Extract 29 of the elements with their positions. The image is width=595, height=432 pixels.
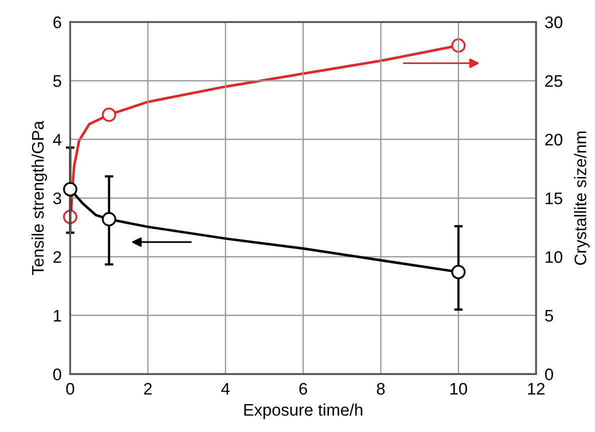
x-tick-label: 0 — [66, 382, 74, 395]
x-tick-label: 10 — [450, 382, 468, 395]
y-tick-label: 4 — [52, 134, 62, 146]
y-tick-label: 1 — [54, 310, 62, 322]
x-tick-label: 12 — [528, 382, 545, 395]
x-tick-label: 4 — [221, 383, 230, 395]
y-tick-label: 6 — [53, 16, 62, 28]
y2-tick-label: 10 — [546, 251, 562, 263]
point — [102, 212, 116, 226]
x-tick-label: 2 — [144, 382, 152, 395]
point — [451, 38, 466, 53]
y-tick-label: 2 — [53, 251, 62, 263]
y2-tick-label: 25 — [545, 75, 562, 87]
point — [451, 264, 466, 280]
y-tick-label: 0 — [53, 368, 62, 380]
y-tick-label: 5 — [53, 75, 62, 87]
y2-tick-label: 0 — [545, 368, 554, 380]
point — [102, 108, 116, 122]
x-tick-label: 6 — [299, 382, 308, 395]
x-axis-title: Exposure time/h — [244, 404, 362, 420]
y2-tick-label: 30 — [545, 16, 562, 28]
x-tick-label: 8 — [376, 382, 385, 395]
y2-axis-title: Crystallite size/nm — [574, 132, 590, 265]
y2-tick-label: 20 — [545, 134, 562, 146]
point — [63, 182, 78, 196]
y2-tick-label: 15 — [546, 192, 562, 204]
y-axis-title: Tensile strength/GPa — [32, 120, 48, 276]
y2-tick-label: 5 — [545, 310, 553, 322]
y-tick-label: 3 — [53, 192, 62, 204]
